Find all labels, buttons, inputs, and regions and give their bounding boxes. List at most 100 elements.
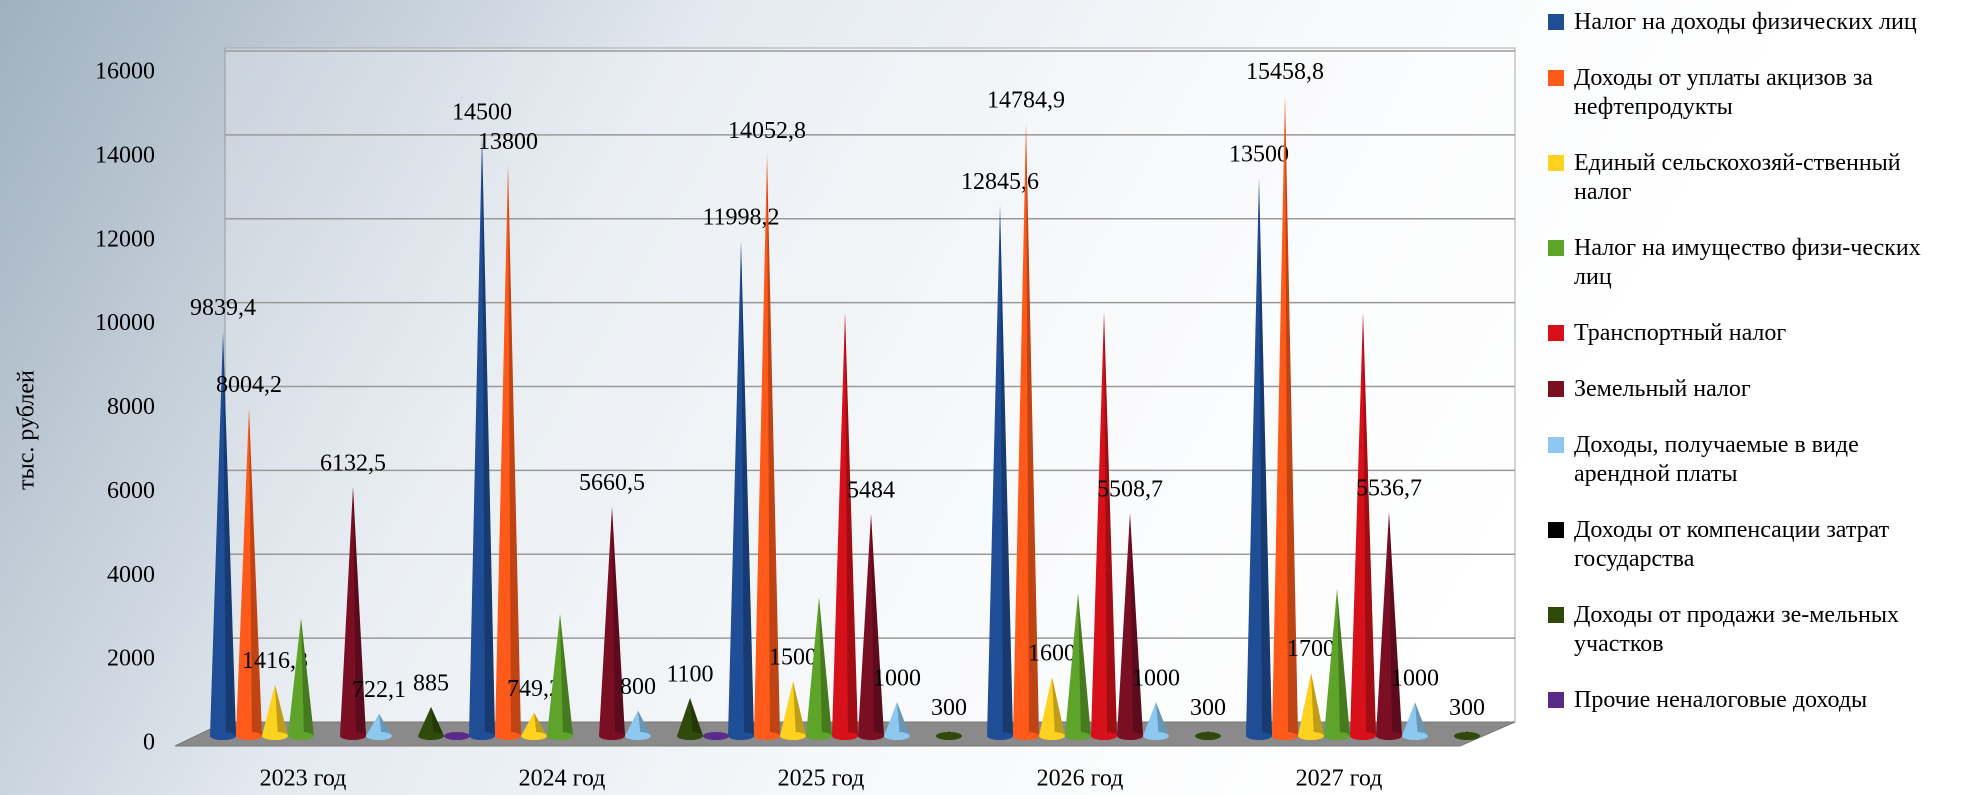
cone-base bbox=[469, 732, 495, 740]
data-label: 15458,8 bbox=[1246, 59, 1324, 85]
legend-item: Доходы от уплаты акцизов за нефтепродукт… bbox=[1548, 64, 1958, 122]
legend-swatch bbox=[1548, 240, 1564, 256]
cone-base bbox=[1117, 732, 1143, 740]
cone-body bbox=[1376, 511, 1402, 736]
cone-body bbox=[1324, 588, 1350, 736]
cone-base bbox=[418, 732, 444, 740]
cone-shade bbox=[249, 408, 262, 738]
legend-swatch bbox=[1548, 325, 1564, 341]
cone-body bbox=[547, 613, 573, 736]
cone bbox=[1350, 312, 1376, 740]
cone-body bbox=[1091, 312, 1117, 736]
data-label: 5536,7 bbox=[1356, 475, 1422, 501]
cone-body bbox=[780, 681, 806, 736]
cone-body bbox=[832, 312, 858, 736]
cone bbox=[1091, 312, 1117, 740]
cone-body bbox=[858, 514, 884, 736]
cone-base bbox=[754, 732, 780, 740]
data-label: 300 bbox=[931, 695, 967, 721]
cone bbox=[754, 154, 780, 740]
cone bbox=[1195, 731, 1221, 740]
data-label: 13500 bbox=[1229, 141, 1289, 167]
cone bbox=[1272, 95, 1298, 740]
cone bbox=[832, 312, 858, 740]
cone bbox=[366, 713, 392, 740]
cone bbox=[444, 732, 470, 740]
legend-item: Налог на имущество физи-ческих лиц bbox=[1548, 234, 1958, 292]
legend-item: Транспортный налог bbox=[1548, 319, 1958, 348]
cone-base bbox=[340, 732, 366, 740]
data-label: 6132,5 bbox=[320, 450, 386, 476]
legend-label: Налог на доходы физических лиц bbox=[1574, 9, 1917, 35]
cone-shade bbox=[1259, 177, 1272, 738]
cone-shade bbox=[1415, 702, 1428, 738]
cone-body bbox=[806, 597, 832, 736]
cone-body bbox=[754, 154, 780, 736]
cone bbox=[677, 697, 703, 740]
cone-base bbox=[780, 732, 806, 740]
data-label: 13800 bbox=[478, 129, 538, 155]
cone-body bbox=[469, 135, 495, 736]
cone bbox=[987, 205, 1013, 740]
legend-label: Доходы от уплаты акцизов за нефтепродукт… bbox=[1574, 65, 1873, 120]
legend-label: Доходы от продажи зе-мельных участков bbox=[1574, 602, 1899, 657]
cone bbox=[340, 486, 366, 740]
cone-shade bbox=[638, 710, 651, 738]
cone-body bbox=[1117, 512, 1143, 736]
y-tick-label: 0 bbox=[143, 730, 155, 756]
x-tick-label: 2026 год bbox=[1037, 766, 1124, 792]
cone-base bbox=[236, 732, 262, 740]
cone-shade bbox=[819, 597, 832, 738]
data-label: 5508,7 bbox=[1097, 476, 1163, 502]
cone bbox=[1402, 702, 1428, 740]
cone-base bbox=[936, 732, 962, 740]
legend: Налог на доходы физических лиц Доходы от … bbox=[1548, 8, 1958, 742]
cone-base bbox=[495, 732, 521, 740]
data-label: 300 bbox=[1190, 695, 1226, 721]
cone-shade bbox=[482, 135, 495, 738]
cone-base bbox=[1065, 732, 1091, 740]
cone-shade bbox=[767, 154, 780, 738]
data-label: 1000 bbox=[873, 666, 921, 692]
legend-swatch bbox=[1548, 607, 1564, 623]
cone-body bbox=[987, 205, 1013, 736]
cone bbox=[1454, 731, 1480, 740]
cone bbox=[625, 710, 651, 740]
legend-item: Налог на доходы физических лиц bbox=[1548, 8, 1958, 37]
cone-base bbox=[677, 732, 703, 740]
cone bbox=[495, 165, 521, 740]
cone bbox=[210, 331, 236, 740]
legend-label: Доходы от компенсации затрат государства bbox=[1574, 517, 1890, 572]
cone-body bbox=[495, 165, 521, 736]
data-label: 14500 bbox=[452, 99, 512, 125]
cone bbox=[806, 597, 832, 740]
cone bbox=[780, 681, 806, 740]
y-tick-label: 2000 bbox=[107, 646, 155, 672]
legend-swatch bbox=[1548, 437, 1564, 453]
y-tick-label: 8000 bbox=[107, 394, 155, 420]
cone-base bbox=[1376, 732, 1402, 740]
cone-body bbox=[1272, 95, 1298, 736]
cone-body bbox=[1298, 672, 1324, 736]
cone-shade bbox=[275, 684, 288, 738]
legend-label: Земельный налог bbox=[1574, 376, 1751, 402]
cone-shade bbox=[1026, 123, 1039, 739]
cone bbox=[1039, 676, 1065, 740]
cone-base bbox=[1013, 732, 1039, 740]
cone-base bbox=[288, 732, 314, 740]
cone-base bbox=[1143, 732, 1169, 740]
cone-base bbox=[366, 732, 392, 740]
cone-base bbox=[703, 732, 729, 740]
cone bbox=[728, 240, 754, 740]
cone-base bbox=[858, 732, 884, 740]
legend-item: Доходы от компенсации затрат государства bbox=[1548, 516, 1958, 574]
cone-shade bbox=[1078, 593, 1091, 738]
legend-swatch bbox=[1548, 14, 1564, 30]
cone-base bbox=[1402, 732, 1428, 740]
cone-shade bbox=[379, 713, 392, 738]
cone-base bbox=[262, 732, 288, 740]
data-label: 1000 bbox=[1391, 666, 1439, 692]
cone-shade bbox=[1285, 95, 1298, 738]
data-label: 1600 bbox=[1028, 640, 1076, 666]
